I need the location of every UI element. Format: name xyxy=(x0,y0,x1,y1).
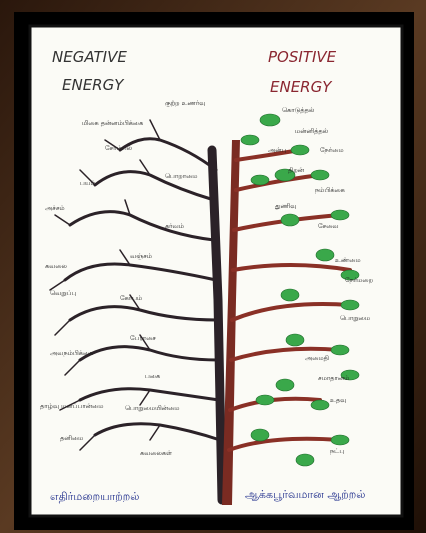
negative-label: வெறுப்பு xyxy=(50,289,77,297)
negative-label: பகை xyxy=(145,372,161,380)
negative-label: கவலை xyxy=(45,262,68,270)
title-line: POSITIVE xyxy=(268,48,337,66)
positive-label: சமாதானம் xyxy=(318,374,350,382)
positive-label: உண்மை xyxy=(335,256,361,264)
negative-label: அவநம்பிக்கை xyxy=(50,349,94,357)
positive-label: துணிவு xyxy=(275,202,297,210)
positive-label: திறன் xyxy=(288,166,305,174)
negative-label: கர்வம் xyxy=(165,222,185,230)
positive-label: நேர்மறை xyxy=(345,276,374,284)
footer-right: ஆக்கபூர்வமான ஆற்றல் xyxy=(245,488,365,501)
poster-photo: NEGATIVE ENERGY POSITIVE ENERGY எதிர்மறை… xyxy=(0,0,426,533)
negative-label: தனிமை xyxy=(60,434,84,442)
title-line: ENERGY xyxy=(62,76,125,94)
negative-label: தாழ்வு மனப்பான்மை xyxy=(40,402,104,410)
title-line: NEGATIVE xyxy=(52,48,127,66)
title-line: ENERGY xyxy=(270,78,333,96)
positive-label: பொறுமை xyxy=(340,314,371,322)
negative-label: பொறாமை xyxy=(165,172,198,180)
negative-label: பொறுமையின்மை xyxy=(125,404,180,412)
footer-left: எதிர்மறையாற்றல் xyxy=(50,490,139,503)
positive-label: நட்பு xyxy=(330,447,344,455)
negative-label: சோம்பல் xyxy=(105,144,133,152)
negative-label: பயம் xyxy=(80,179,96,187)
positive-label: நம்பிக்கை xyxy=(315,186,346,194)
negative-label: வஞ்சம் xyxy=(130,252,153,260)
positive-label: சேவை xyxy=(318,222,339,230)
negative-label: பேராசை xyxy=(130,334,156,342)
positive-label: கொடுத்தல் xyxy=(282,106,315,114)
negative-label: மிகை தன்னம்பிக்கை xyxy=(82,119,144,127)
negative-label: கவலைகள் xyxy=(140,449,173,457)
negative-label: கோபம் xyxy=(120,294,143,302)
positive-label: நேர்மை xyxy=(320,146,344,154)
negative-label: அச்சம் xyxy=(45,204,65,212)
positive-label: மன்னித்தல் xyxy=(295,127,329,135)
page: NEGATIVE ENERGY POSITIVE ENERGY எதிர்மறை… xyxy=(0,0,426,533)
positive-label: உதவு xyxy=(330,396,347,404)
positive-label: அமைதி xyxy=(305,354,330,362)
positive-label: அன்பு xyxy=(268,146,287,154)
